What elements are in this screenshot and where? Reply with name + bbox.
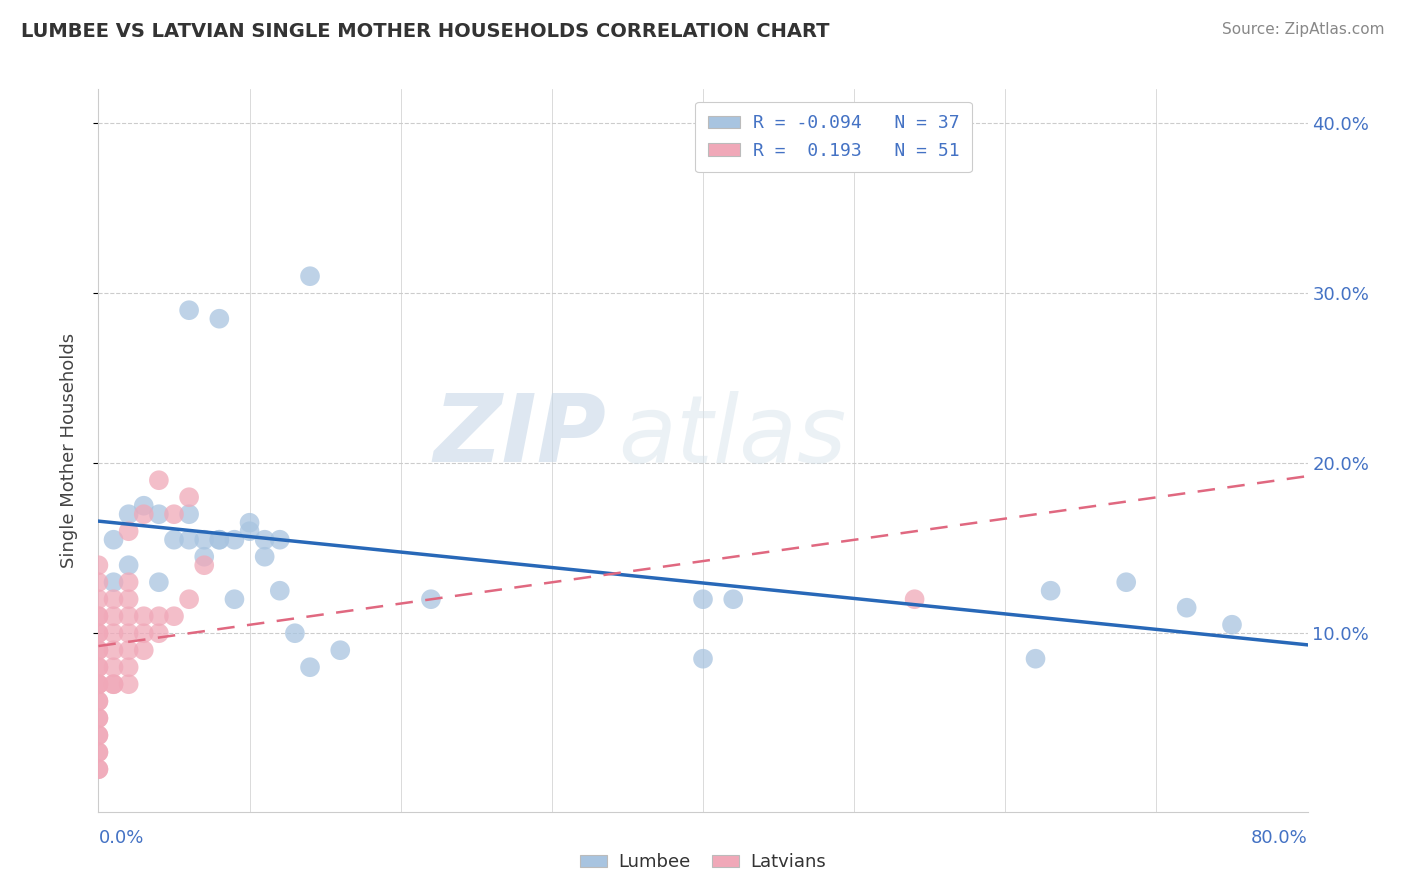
Legend: Lumbee, Latvians: Lumbee, Latvians bbox=[574, 847, 832, 879]
Point bbox=[132, 507, 155, 521]
Text: atlas: atlas bbox=[619, 391, 846, 482]
Point bbox=[87, 711, 110, 725]
Point bbox=[299, 660, 322, 674]
Point bbox=[118, 575, 141, 590]
Point bbox=[193, 549, 215, 564]
Point bbox=[148, 473, 170, 487]
Point bbox=[193, 533, 215, 547]
Point bbox=[692, 651, 714, 665]
Point bbox=[692, 592, 714, 607]
Point bbox=[103, 677, 125, 691]
Point bbox=[118, 524, 141, 539]
Point bbox=[299, 269, 322, 284]
Point bbox=[1115, 575, 1137, 590]
Text: 80.0%: 80.0% bbox=[1251, 829, 1308, 847]
Point bbox=[1039, 583, 1062, 598]
Point bbox=[103, 643, 125, 657]
Point bbox=[103, 609, 125, 624]
Point bbox=[87, 694, 110, 708]
Point bbox=[87, 728, 110, 742]
Point bbox=[87, 745, 110, 759]
Point bbox=[193, 558, 215, 573]
Point bbox=[208, 533, 231, 547]
Point bbox=[208, 311, 231, 326]
Point bbox=[329, 643, 352, 657]
Point bbox=[179, 592, 201, 607]
Text: LUMBEE VS LATVIAN SINGLE MOTHER HOUSEHOLDS CORRELATION CHART: LUMBEE VS LATVIAN SINGLE MOTHER HOUSEHOL… bbox=[21, 22, 830, 41]
Text: 0.0%: 0.0% bbox=[98, 829, 143, 847]
Point bbox=[118, 677, 141, 691]
Point bbox=[87, 745, 110, 759]
Point bbox=[269, 533, 291, 547]
Point bbox=[103, 626, 125, 640]
Point bbox=[87, 694, 110, 708]
Text: ZIP: ZIP bbox=[433, 390, 606, 482]
Point bbox=[118, 643, 141, 657]
Point bbox=[723, 592, 745, 607]
Point bbox=[132, 643, 155, 657]
Point bbox=[87, 575, 110, 590]
Point bbox=[253, 549, 276, 564]
Point bbox=[284, 626, 307, 640]
Point bbox=[179, 490, 201, 504]
Point bbox=[224, 533, 246, 547]
Point bbox=[1220, 617, 1243, 632]
Legend: R = -0.094   N = 37, R =  0.193   N = 51: R = -0.094 N = 37, R = 0.193 N = 51 bbox=[695, 102, 972, 172]
Point bbox=[148, 626, 170, 640]
Y-axis label: Single Mother Households: Single Mother Households bbox=[59, 333, 77, 568]
Point bbox=[208, 533, 231, 547]
Point bbox=[253, 533, 276, 547]
Point bbox=[87, 626, 110, 640]
Point bbox=[239, 516, 262, 530]
Point bbox=[103, 592, 125, 607]
Point bbox=[132, 499, 155, 513]
Point bbox=[420, 592, 443, 607]
Point bbox=[87, 592, 110, 607]
Point bbox=[132, 626, 155, 640]
Point bbox=[118, 558, 141, 573]
Point bbox=[87, 643, 110, 657]
Point bbox=[1024, 651, 1046, 665]
Point bbox=[148, 507, 170, 521]
Point bbox=[118, 592, 141, 607]
Point bbox=[132, 609, 155, 624]
Point bbox=[87, 626, 110, 640]
Point bbox=[118, 609, 141, 624]
Point bbox=[118, 507, 141, 521]
Point bbox=[148, 575, 170, 590]
Point bbox=[87, 711, 110, 725]
Point bbox=[269, 583, 291, 598]
Text: Source: ZipAtlas.com: Source: ZipAtlas.com bbox=[1222, 22, 1385, 37]
Point bbox=[179, 507, 201, 521]
Point bbox=[1175, 600, 1198, 615]
Point bbox=[87, 762, 110, 776]
Point bbox=[103, 575, 125, 590]
Point bbox=[87, 609, 110, 624]
Point bbox=[103, 660, 125, 674]
Point bbox=[224, 592, 246, 607]
Point bbox=[87, 677, 110, 691]
Point bbox=[87, 660, 110, 674]
Point bbox=[148, 609, 170, 624]
Point bbox=[163, 533, 186, 547]
Point bbox=[87, 728, 110, 742]
Point bbox=[103, 533, 125, 547]
Point bbox=[179, 533, 201, 547]
Point bbox=[118, 626, 141, 640]
Point bbox=[87, 609, 110, 624]
Point bbox=[87, 677, 110, 691]
Point bbox=[118, 660, 141, 674]
Point bbox=[904, 592, 927, 607]
Point bbox=[87, 558, 110, 573]
Point bbox=[87, 643, 110, 657]
Point bbox=[87, 677, 110, 691]
Point bbox=[87, 660, 110, 674]
Point bbox=[87, 762, 110, 776]
Point bbox=[179, 303, 201, 318]
Point bbox=[163, 609, 186, 624]
Point bbox=[163, 507, 186, 521]
Point bbox=[239, 524, 262, 539]
Point bbox=[103, 677, 125, 691]
